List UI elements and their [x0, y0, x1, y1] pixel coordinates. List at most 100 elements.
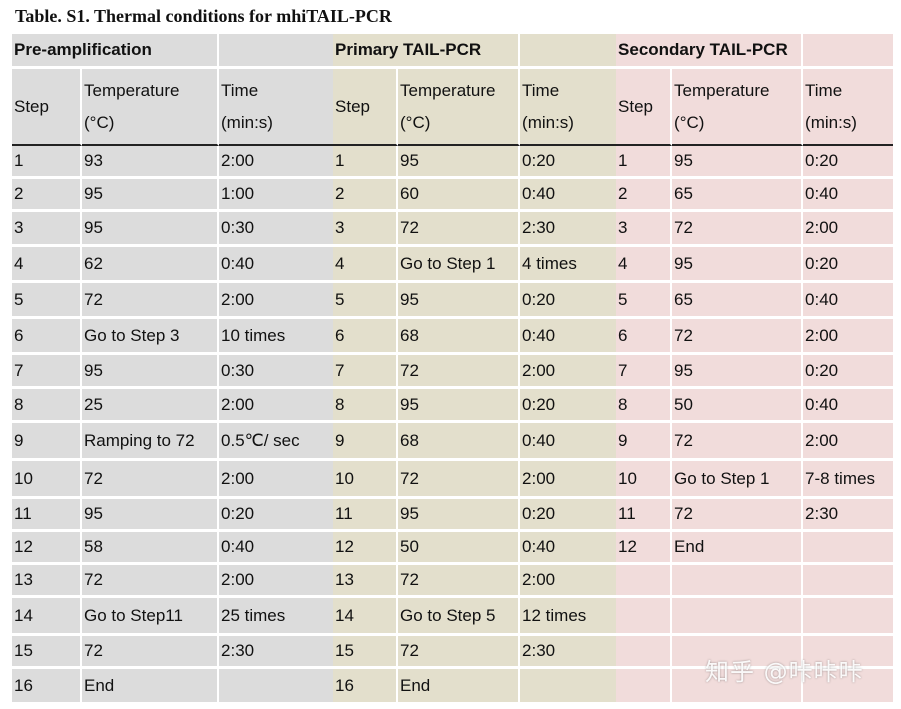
- cell-step: 11: [333, 499, 399, 532]
- cell-time: 2:30: [803, 499, 894, 532]
- cell-time: 0:40: [219, 532, 334, 565]
- cell-step: 13: [12, 565, 82, 598]
- header-time: Time (min:s): [520, 69, 617, 146]
- cell-step: 6: [333, 319, 399, 355]
- cell-time: 2:00: [219, 565, 334, 598]
- cell-step: [616, 636, 673, 669]
- cell-step: 3: [616, 212, 673, 247]
- cell-step: 5: [616, 283, 673, 319]
- cell-temperature: 95: [82, 499, 220, 532]
- cell-time: 2:00: [803, 319, 894, 355]
- cell-step: 14: [12, 598, 82, 636]
- cell-step: 8: [12, 389, 82, 423]
- cell-time: 0:20: [803, 355, 894, 389]
- header-step: Step: [12, 69, 82, 146]
- cell-step: 12: [333, 532, 399, 565]
- cell-temperature: Go to Step 1: [398, 247, 521, 283]
- cell-step: 16: [12, 669, 82, 705]
- cell-temperature: 95: [398, 146, 521, 179]
- header-step: Step: [333, 69, 399, 146]
- cell-temperature: End: [398, 669, 521, 705]
- cell-time: 12 times: [520, 598, 617, 636]
- section-header-spacer: [520, 34, 617, 69]
- cell-step: 9: [12, 423, 82, 461]
- cell-step: 11: [12, 499, 82, 532]
- cell-temperature: 50: [398, 532, 521, 565]
- cell-step: 7: [616, 355, 673, 389]
- section-header-spacer: [803, 34, 894, 69]
- cell-time: [803, 636, 894, 669]
- cell-time: [803, 565, 894, 598]
- cell-temperature: 72: [82, 461, 220, 499]
- cell-temperature: Go to Step 1: [672, 461, 804, 499]
- cell-temperature: 72: [398, 461, 521, 499]
- cell-step: 4: [333, 247, 399, 283]
- cell-time: 0:40: [520, 319, 617, 355]
- cell-time: 2:00: [803, 212, 894, 247]
- cell-temperature: 95: [398, 283, 521, 319]
- cell-temperature: 95: [672, 146, 804, 179]
- cell-time: 4 times: [520, 247, 617, 283]
- cell-temperature: 25: [82, 389, 220, 423]
- cell-temperature: 72: [672, 423, 804, 461]
- cell-temperature: 68: [398, 319, 521, 355]
- table-row: 9 Ramping to 72 0.5℃/ sec 9 68 0:40 9 72 2:00: [12, 423, 894, 461]
- cell-step: 4: [616, 247, 673, 283]
- cell-step: [616, 669, 673, 705]
- cell-time: [803, 669, 894, 705]
- cell-step: 1: [333, 146, 399, 179]
- cell-time: 2:00: [520, 355, 617, 389]
- cell-time: 0:40: [520, 179, 617, 212]
- cell-step: [616, 565, 673, 598]
- cell-temperature: [672, 598, 804, 636]
- column-header-row: Step Temperature (°C) Time (min:s) Step Te…: [12, 69, 894, 146]
- cell-step: 1: [12, 146, 82, 179]
- cell-step: 10: [616, 461, 673, 499]
- table-row: 8 25 2:00 8 95 0:20 8 50 0:40: [12, 389, 894, 423]
- table-row: 13 72 2:00 13 72 2:00: [12, 565, 894, 598]
- cell-temperature: Go to Step11: [82, 598, 220, 636]
- cell-step: 12: [616, 532, 673, 565]
- cell-temperature: 95: [672, 355, 804, 389]
- cell-time: 2:00: [520, 565, 617, 598]
- table-row: 16 End 16 End: [12, 669, 894, 705]
- cell-temperature: 72: [398, 636, 521, 669]
- cell-time: 0:20: [520, 499, 617, 532]
- cell-temperature: Go to Step 3: [82, 319, 220, 355]
- cell-step: 2: [333, 179, 399, 212]
- cell-step: 7: [12, 355, 82, 389]
- cell-time: 2:00: [219, 283, 334, 319]
- cell-temperature: Go to Step 5: [398, 598, 521, 636]
- table-body: Pre-amplification Primary TAIL-PCR Secon…: [12, 34, 894, 705]
- header-step: Step: [616, 69, 673, 146]
- cell-time: 0:40: [520, 532, 617, 565]
- cell-time: 0:40: [803, 179, 894, 212]
- cell-step: 9: [616, 423, 673, 461]
- cell-step: 15: [333, 636, 399, 669]
- cell-step: 8: [616, 389, 673, 423]
- cell-temperature: 60: [398, 179, 521, 212]
- cell-temperature: Ramping to 72: [82, 423, 220, 461]
- cell-temperature: 95: [672, 247, 804, 283]
- header-time: Time (min:s): [219, 69, 334, 146]
- table-row: 12 58 0:40 12 50 0:40 12 End: [12, 532, 894, 565]
- cell-time: 0:20: [219, 499, 334, 532]
- cell-step: 8: [333, 389, 399, 423]
- cell-temperature: [672, 669, 804, 705]
- table-row: 1 93 2:00 1 95 0:20 1 95 0:20: [12, 146, 894, 179]
- cell-temperature: 95: [398, 499, 521, 532]
- cell-time: [803, 532, 894, 565]
- cell-step: 16: [333, 669, 399, 705]
- cell-time: 0:40: [803, 389, 894, 423]
- cell-time: 2:00: [520, 461, 617, 499]
- cell-temperature: 50: [672, 389, 804, 423]
- cell-step: 9: [333, 423, 399, 461]
- cell-time: 7-8 times: [803, 461, 894, 499]
- cell-time: 2:00: [219, 461, 334, 499]
- watermark: 知乎 @咔咔咔: [705, 658, 864, 686]
- cell-step: 4: [12, 247, 82, 283]
- cell-step: 7: [333, 355, 399, 389]
- section-label-pre-amplification: Pre-amplification: [12, 34, 220, 69]
- cell-time: 0:30: [219, 355, 334, 389]
